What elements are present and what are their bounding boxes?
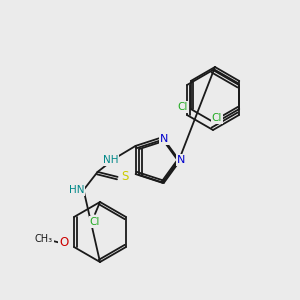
- Text: S: S: [121, 170, 128, 183]
- Text: Cl: Cl: [212, 113, 222, 123]
- Text: NH: NH: [103, 155, 118, 165]
- Text: N: N: [177, 155, 185, 165]
- Text: O: O: [59, 236, 69, 250]
- Text: N: N: [160, 134, 169, 144]
- Text: HN: HN: [69, 185, 84, 195]
- Text: Cl: Cl: [178, 102, 188, 112]
- Text: CH₃: CH₃: [35, 234, 53, 244]
- Text: Cl: Cl: [90, 217, 100, 227]
